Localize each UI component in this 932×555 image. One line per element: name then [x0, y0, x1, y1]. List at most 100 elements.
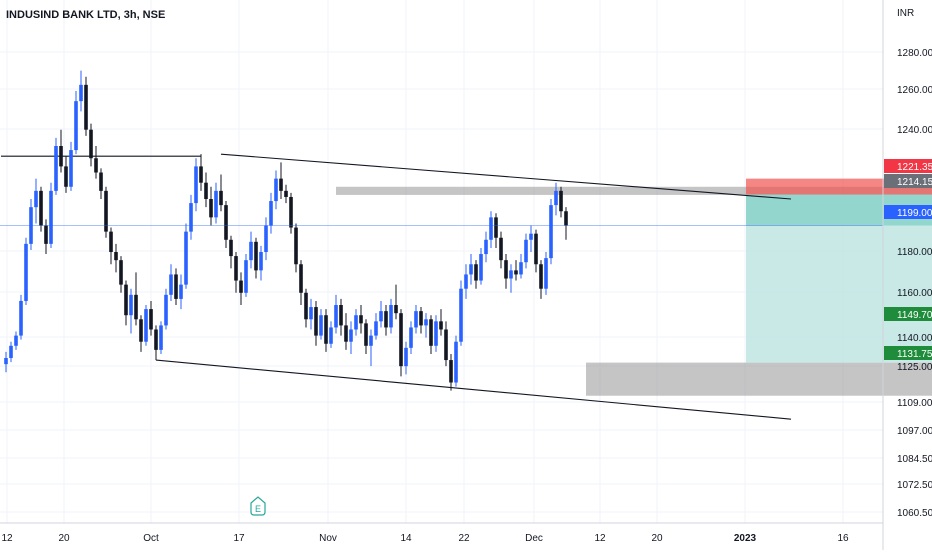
candle — [44, 219, 48, 255]
price-badges: 1221.35 1214.15 1199.00 1149.70 1131.75 — [884, 159, 932, 360]
x-tick-label: 12 — [1, 533, 13, 544]
candle — [359, 305, 363, 334]
candle — [529, 225, 533, 253]
candle-body — [294, 227, 298, 265]
candle-body — [209, 199, 213, 218]
price-badge-entry: 1214.15 — [884, 174, 932, 188]
candle — [39, 186, 43, 232]
candle-body — [269, 201, 273, 226]
candle — [24, 237, 28, 306]
candle — [479, 247, 483, 285]
price-badge-label: 1149.70 — [897, 310, 932, 321]
candle-body — [119, 260, 123, 285]
candle — [534, 229, 538, 273]
candle-body — [289, 196, 293, 228]
candle-body — [184, 231, 188, 285]
candle-body — [504, 260, 508, 279]
candle-body — [499, 237, 503, 261]
candle — [474, 260, 478, 289]
price-badge-label: 1199.00 — [897, 208, 932, 219]
x-tick-label: 12 — [594, 533, 606, 544]
y-tick-label: 1280.00 — [897, 48, 932, 59]
candle-body — [469, 264, 473, 275]
candle — [524, 233, 528, 269]
candle-body — [204, 182, 208, 200]
candle — [209, 186, 213, 226]
candle — [274, 170, 278, 210]
candle-body — [14, 335, 18, 346]
candle-body — [59, 146, 63, 167]
candle-body — [514, 270, 518, 275]
candle-body — [84, 84, 88, 130]
candle — [309, 298, 313, 330]
earnings-event-marker[interactable]: E — [250, 496, 266, 516]
candle — [444, 321, 448, 367]
candle-body — [189, 203, 193, 232]
candle-body — [524, 239, 528, 263]
candle — [119, 256, 123, 293]
candle-body — [449, 360, 453, 383]
candle — [164, 288, 168, 330]
candle-body — [384, 311, 388, 328]
candle-body — [34, 190, 38, 208]
candle-body — [419, 311, 423, 326]
candle — [224, 201, 228, 248]
candle-body — [114, 252, 118, 261]
candle — [79, 70, 83, 112]
candle-body — [214, 190, 218, 218]
trendline[interactable] — [220, 153, 792, 200]
candle — [414, 305, 418, 334]
candle-body — [369, 335, 373, 346]
price-axis[interactable]: 1280.00 1260.00 1240.00 1180.00 1160.00 1140.… — [897, 48, 932, 519]
candle — [149, 300, 153, 336]
candle-body — [509, 270, 513, 279]
time-axis[interactable]: 12 20 Oct 17 Nov 14 22 Dec 12 20 2023 16 — [1, 533, 849, 544]
candle-body — [124, 284, 128, 316]
candle-body — [459, 288, 463, 342]
candle-body — [274, 178, 278, 202]
candle-body — [364, 323, 368, 346]
candle — [409, 321, 413, 354]
candle-body — [89, 129, 93, 159]
candle — [249, 231, 253, 269]
candle-body — [489, 217, 493, 240]
candle-body — [74, 101, 78, 151]
candle-body — [484, 239, 488, 255]
candle — [34, 178, 38, 224]
candle — [109, 227, 113, 265]
y-tick-label: 1109.00 — [897, 398, 932, 409]
resistance-zone[interactable] — [336, 186, 932, 195]
candle-body — [424, 319, 428, 326]
candle-body — [414, 311, 418, 328]
candle — [54, 137, 58, 195]
trendline[interactable] — [155, 359, 792, 420]
candle — [129, 288, 133, 334]
candle-body — [554, 190, 558, 206]
candle-body — [49, 190, 53, 244]
candle — [404, 341, 408, 375]
candle-body — [544, 258, 548, 289]
x-tick-label: 20 — [58, 533, 70, 544]
support-zone[interactable] — [586, 362, 932, 396]
candle-body — [39, 190, 43, 226]
candle-body — [304, 292, 308, 320]
x-tick-label: 20 — [651, 533, 663, 544]
candle — [14, 331, 18, 350]
currency-label: INR — [897, 8, 914, 19]
candle-body — [379, 311, 383, 322]
y-tick-label: 1260.00 — [897, 85, 932, 96]
x-tick-label: Dec — [525, 533, 543, 544]
candle-body — [344, 325, 348, 342]
candle — [174, 268, 178, 306]
candle — [434, 315, 438, 352]
candle — [49, 182, 53, 248]
candle — [214, 182, 218, 224]
position-tool[interactable] — [746, 178, 932, 363]
candle — [499, 231, 503, 269]
candle-body — [299, 264, 303, 293]
candle-body — [454, 341, 458, 383]
candle-body — [24, 243, 28, 301]
candle — [269, 192, 273, 234]
